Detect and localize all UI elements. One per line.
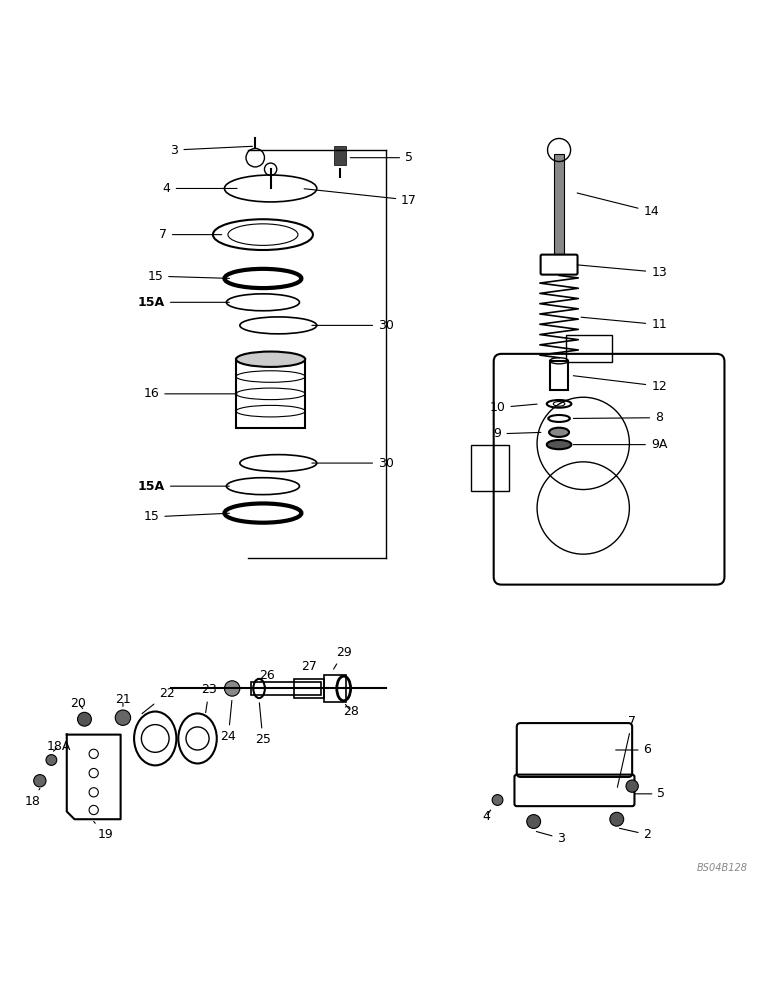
Text: 7: 7 bbox=[618, 715, 636, 787]
Circle shape bbox=[493, 795, 503, 805]
Text: 5: 5 bbox=[635, 787, 665, 800]
Text: 29: 29 bbox=[334, 646, 351, 669]
Text: 25: 25 bbox=[255, 703, 271, 746]
Text: 8: 8 bbox=[574, 411, 663, 424]
Text: 15A: 15A bbox=[138, 480, 229, 493]
Text: 7: 7 bbox=[159, 228, 222, 241]
Text: 4: 4 bbox=[482, 810, 491, 823]
Text: 9A: 9A bbox=[574, 438, 667, 451]
Circle shape bbox=[34, 775, 46, 787]
Circle shape bbox=[626, 780, 638, 792]
Text: 13: 13 bbox=[577, 265, 667, 279]
Bar bbox=[293, 679, 324, 698]
Text: 23: 23 bbox=[201, 683, 217, 713]
Text: 10: 10 bbox=[489, 401, 537, 414]
Circle shape bbox=[115, 710, 130, 725]
Text: 3: 3 bbox=[537, 832, 565, 845]
Circle shape bbox=[46, 755, 57, 765]
Bar bbox=[236, 359, 305, 428]
Bar bbox=[554, 154, 564, 254]
Text: 24: 24 bbox=[221, 700, 236, 743]
Text: 4: 4 bbox=[163, 182, 237, 195]
Circle shape bbox=[77, 712, 91, 726]
Bar bbox=[334, 146, 346, 165]
Text: 15: 15 bbox=[147, 270, 229, 283]
Text: 9: 9 bbox=[493, 427, 541, 440]
Text: 6: 6 bbox=[616, 743, 652, 756]
Circle shape bbox=[225, 681, 240, 696]
Text: 18A: 18A bbox=[47, 740, 71, 753]
Text: 20: 20 bbox=[70, 697, 86, 710]
Text: 11: 11 bbox=[581, 317, 667, 331]
Text: 22: 22 bbox=[142, 687, 174, 714]
Text: 5: 5 bbox=[350, 151, 413, 164]
Text: 16: 16 bbox=[144, 387, 237, 400]
Text: 30: 30 bbox=[312, 319, 394, 332]
Text: BS04B128: BS04B128 bbox=[696, 863, 747, 873]
Text: 27: 27 bbox=[301, 660, 317, 673]
Circle shape bbox=[610, 812, 624, 826]
Text: 26: 26 bbox=[259, 669, 275, 682]
Text: 28: 28 bbox=[344, 704, 359, 718]
Text: 12: 12 bbox=[574, 376, 667, 393]
Ellipse shape bbox=[549, 428, 569, 437]
Bar bbox=[252, 682, 320, 695]
Text: 15A: 15A bbox=[138, 296, 229, 309]
Ellipse shape bbox=[236, 352, 305, 367]
Text: 21: 21 bbox=[115, 693, 130, 706]
Bar bbox=[566, 335, 612, 362]
Text: 17: 17 bbox=[304, 189, 417, 207]
Bar bbox=[324, 675, 346, 702]
Text: 2: 2 bbox=[619, 828, 652, 841]
Ellipse shape bbox=[547, 440, 571, 449]
Circle shape bbox=[527, 815, 540, 828]
Text: 19: 19 bbox=[93, 822, 113, 841]
Text: 14: 14 bbox=[577, 193, 659, 218]
Text: 15: 15 bbox=[144, 510, 229, 523]
Text: 3: 3 bbox=[171, 144, 252, 157]
Bar bbox=[550, 361, 568, 390]
Text: 18: 18 bbox=[24, 788, 40, 808]
Bar bbox=[471, 445, 509, 491]
Text: 30: 30 bbox=[312, 457, 394, 470]
